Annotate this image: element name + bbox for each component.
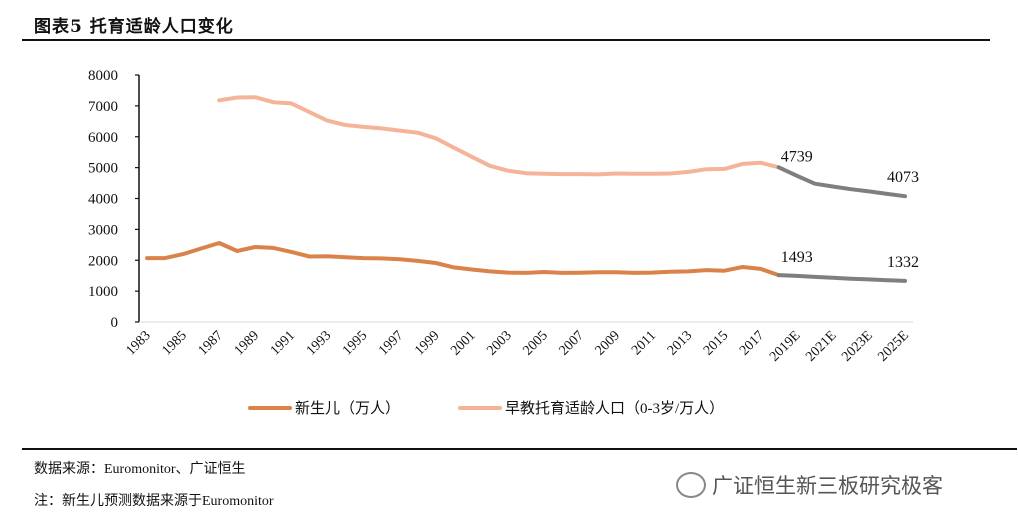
x-tick-label: 1993	[304, 328, 334, 358]
x-tick-label: 2001	[448, 328, 478, 358]
newborn-forecast-line	[776, 273, 907, 283]
note-text: 注：新生儿预测数据来源于Euromonitor	[34, 494, 274, 509]
x-tick-label: 1985	[160, 328, 190, 358]
population-line	[217, 95, 781, 177]
top-rule	[22, 39, 990, 41]
data-label: 4739	[781, 149, 813, 166]
x-tick-label: 2005	[520, 328, 550, 358]
bottom-rule	[22, 448, 1017, 450]
x-tick-label: 2013	[665, 328, 695, 358]
newborn-line	[145, 241, 781, 278]
x-tick-label: 2019E	[767, 328, 803, 364]
x-tick-label: 2015	[701, 328, 731, 358]
x-tick-label: 2023E	[839, 328, 875, 364]
x-tick-label: 1997	[376, 328, 406, 358]
watermark: 广证恒生新三板研究极客	[676, 470, 943, 500]
y-tick-label: 7000	[88, 99, 118, 115]
data-label: 1332	[887, 254, 919, 271]
legend-label: 早教托育适龄人口（0-3岁/万人）	[505, 400, 724, 417]
legend-label: 新生儿（万人）	[295, 400, 400, 417]
population-forecast-line	[776, 165, 907, 199]
y-tick-label: 5000	[88, 161, 118, 177]
x-tick-label: 1987	[196, 328, 226, 358]
y-tick-label: 6000	[88, 130, 118, 146]
y-tick-label: 0	[111, 315, 119, 331]
x-tick-label: 1989	[232, 328, 262, 358]
y-tick-label: 2000	[88, 253, 118, 269]
watermark-text: 广证恒生新三板研究极客	[712, 474, 943, 498]
x-tick-label: 2025E	[875, 328, 911, 364]
x-tick-label: 2009	[593, 328, 623, 358]
x-tick-label: 1999	[412, 328, 442, 358]
x-tick-label: 2017	[737, 328, 767, 358]
data-label: 1493	[781, 249, 813, 266]
y-tick-label: 3000	[88, 222, 118, 238]
x-tick-label: 1995	[340, 328, 370, 358]
x-tick-label: 2007	[557, 328, 587, 358]
y-tick-label: 8000	[88, 68, 118, 84]
source-text: 数据来源：Euromonitor、广证恒生	[34, 462, 246, 477]
x-tick-label: 2021E	[803, 328, 839, 364]
x-tick-label: 1983	[123, 328, 153, 358]
x-tick-label: 2003	[484, 328, 514, 358]
x-tick-label: 2011	[629, 328, 659, 358]
x-tick-label: 1991	[268, 328, 298, 358]
data-label: 4073	[887, 169, 919, 186]
y-tick-label: 4000	[88, 192, 118, 208]
y-tick-label: 1000	[88, 284, 118, 300]
figure-title: 图表5 托育适龄人口变化	[34, 17, 234, 37]
wechat-icon	[676, 472, 706, 498]
